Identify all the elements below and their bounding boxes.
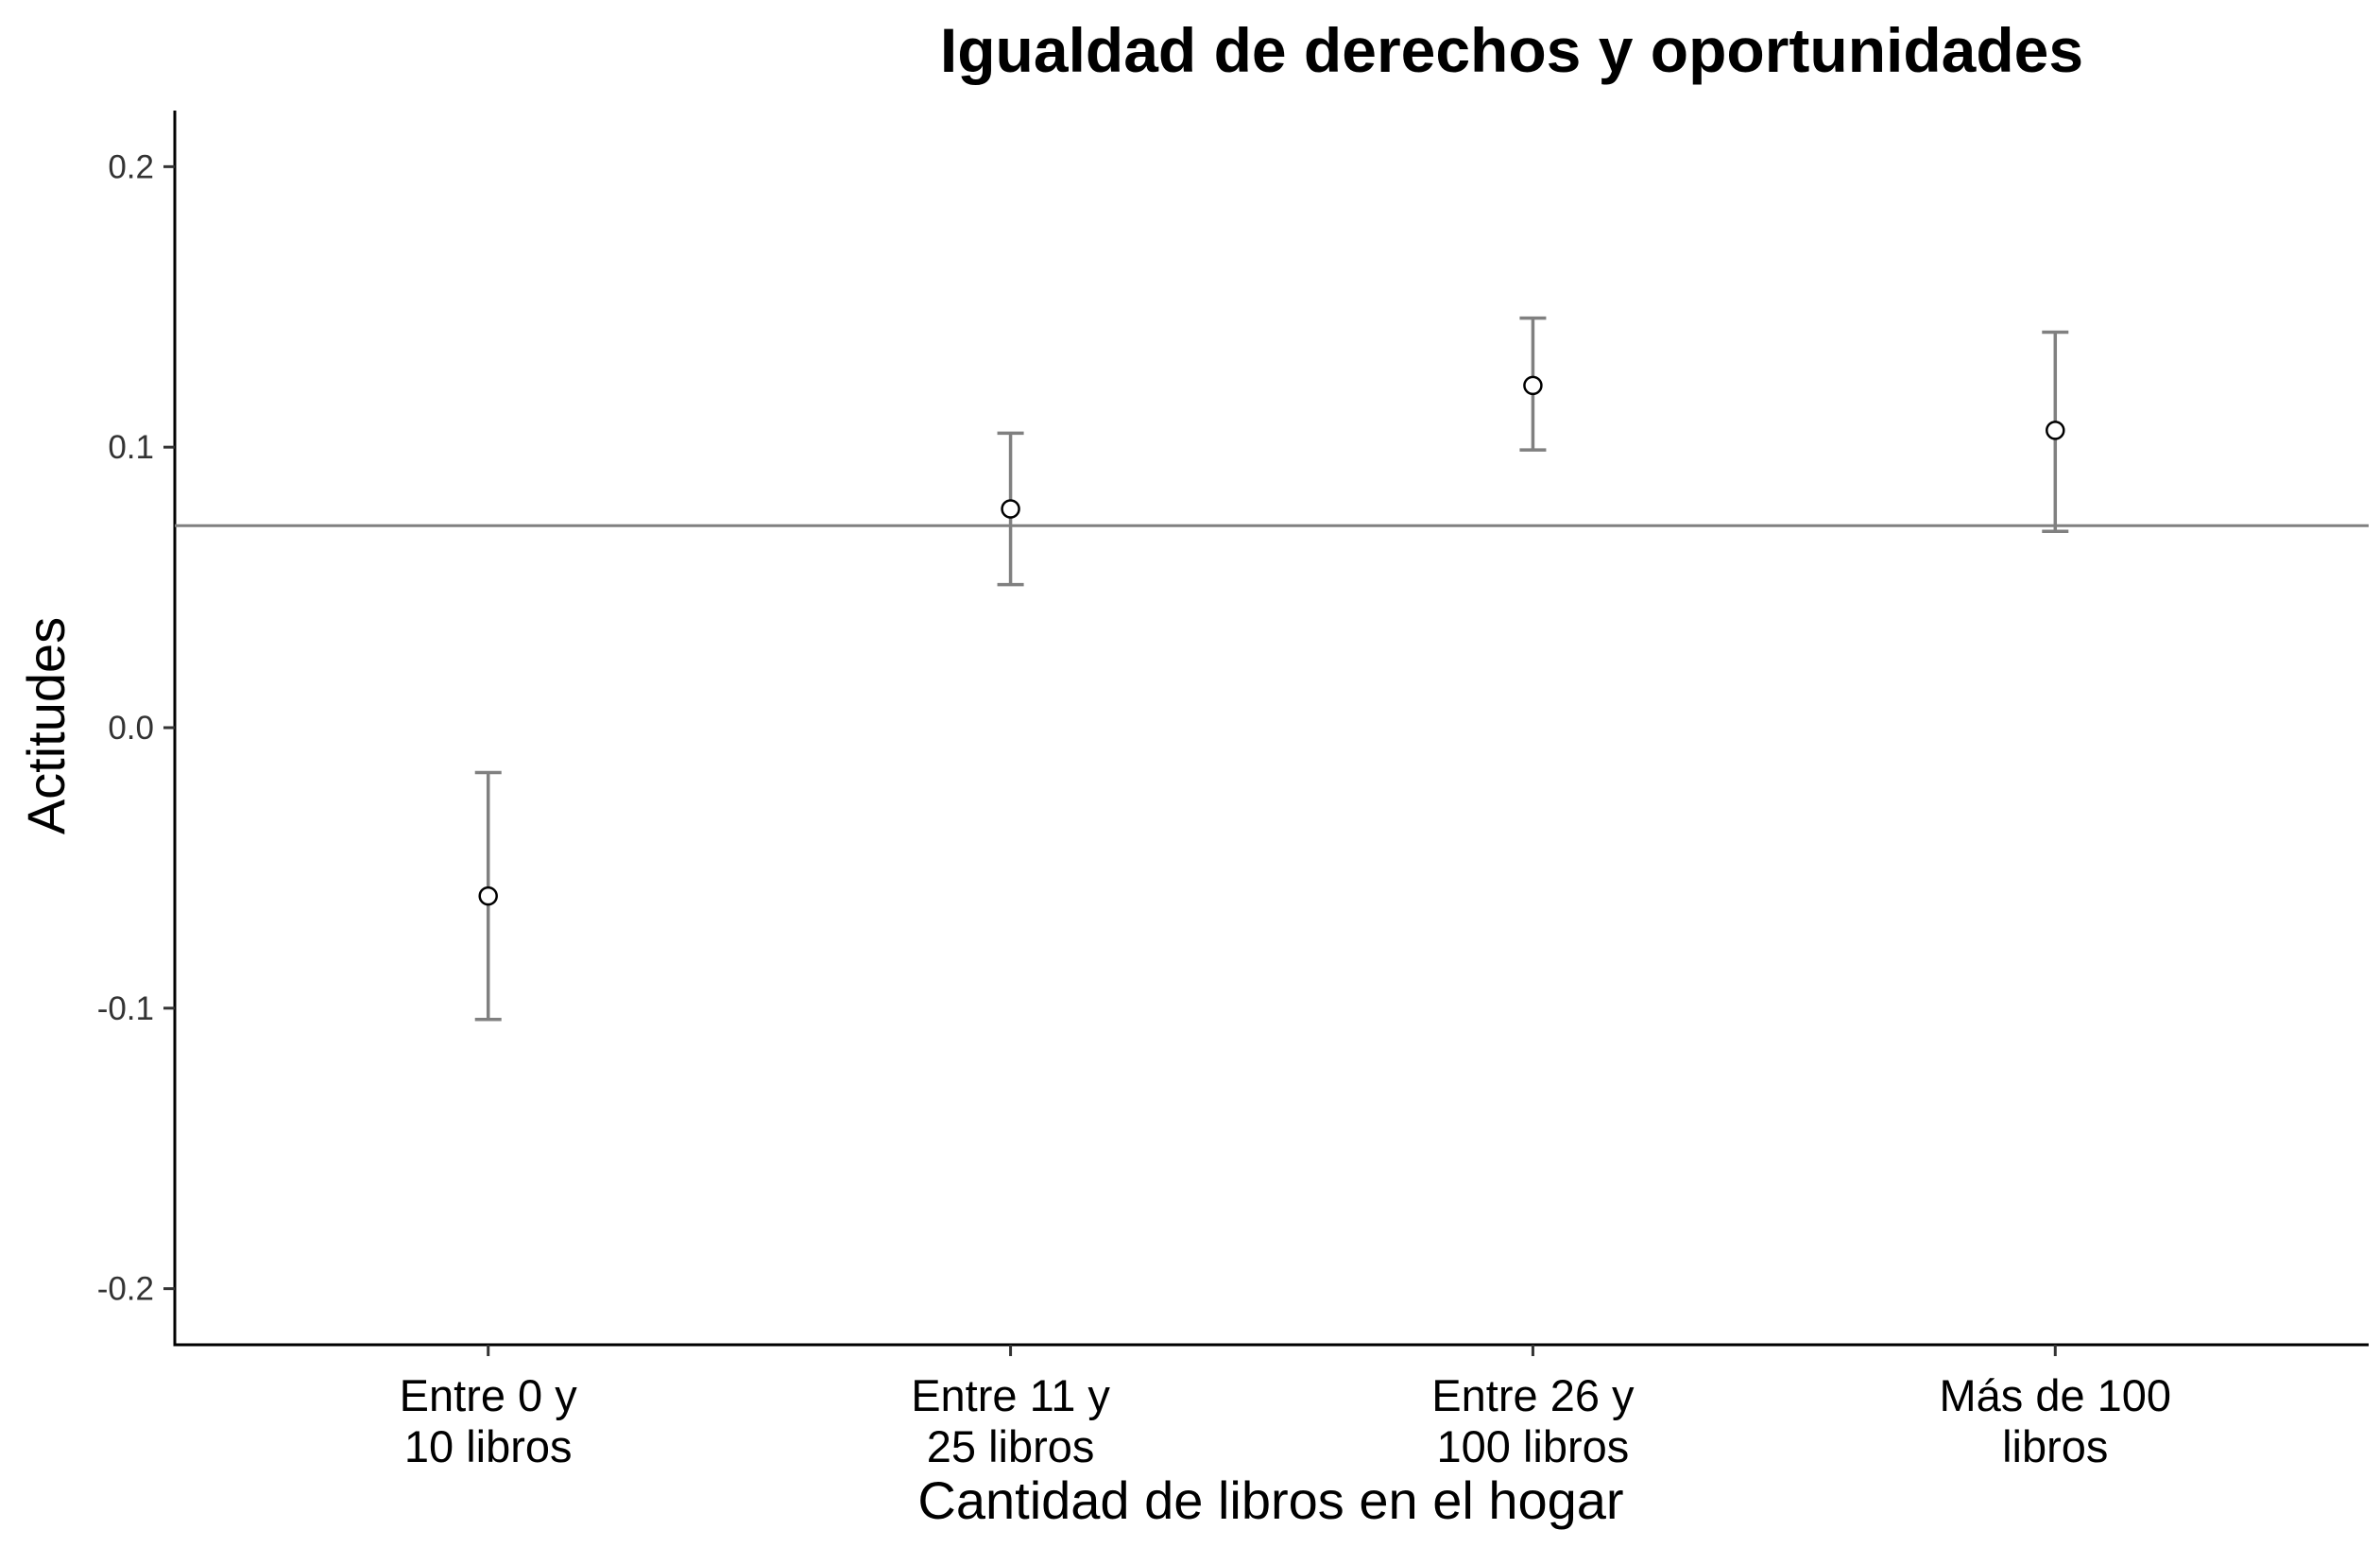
y-tick-label: 0.2 xyxy=(108,148,154,185)
plot-area xyxy=(175,316,2369,1022)
y-tick-label: -0.1 xyxy=(97,990,154,1027)
data-point xyxy=(1001,499,1020,519)
x-tick-label: Entre 26 y 100 libros xyxy=(1431,1370,1635,1471)
y-axis: -0.2 -0.1 0.0 0.1 0.2 xyxy=(97,111,177,1345)
y-tick-label: 0.1 xyxy=(108,429,154,466)
y-tick-label: 0.0 xyxy=(108,710,154,747)
data-point xyxy=(478,885,498,906)
x-tick-label: Entre 11 y 25 libros xyxy=(911,1370,1110,1471)
chart-title: Igualdad de derechos y oportunidades xyxy=(940,15,2083,85)
data-point xyxy=(1523,375,1543,396)
y-axis-title: Actitudes xyxy=(16,617,76,834)
x-tick-label: Más de 100 libros xyxy=(1939,1370,2171,1471)
x-axis-title: Cantidad de libros en el hogar xyxy=(917,1470,1623,1530)
x-axis: Entre 0 y 10 libros Entre 11 y 25 libros Ent… xyxy=(173,1343,2369,1471)
data-point xyxy=(2046,421,2065,440)
y-tick-label: -0.2 xyxy=(97,1271,154,1308)
x-tick-label: Entre 0 y 10 libros xyxy=(400,1370,578,1471)
